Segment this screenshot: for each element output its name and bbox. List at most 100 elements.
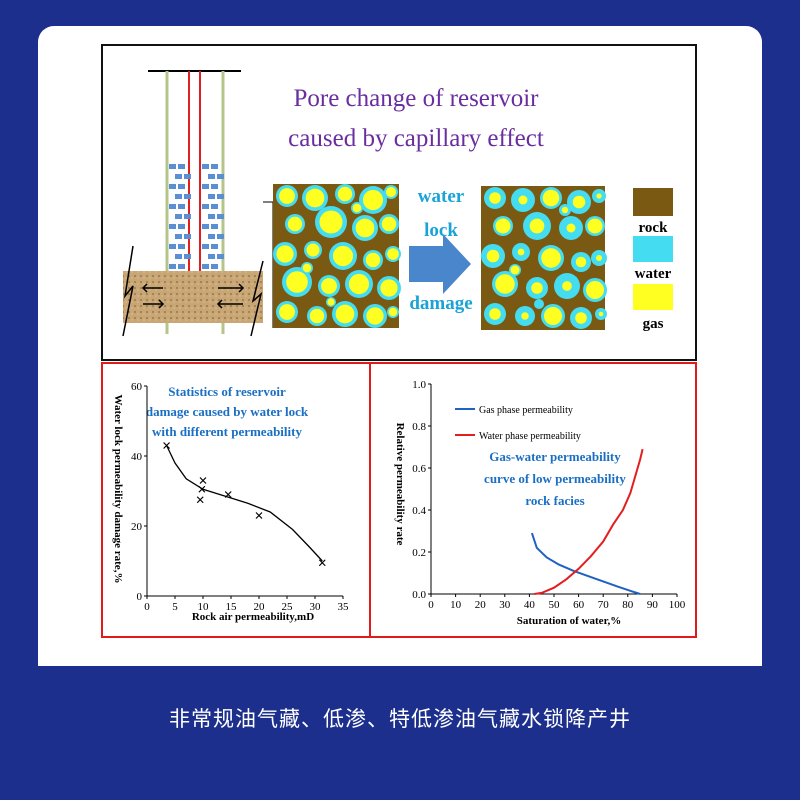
- y-tick-label: 0.0: [412, 589, 426, 601]
- pore-title-line1: Pore change of reservoir: [293, 85, 539, 112]
- gas-bubble: [561, 206, 569, 214]
- gas-bubble: [279, 188, 295, 204]
- chart2-ylabel: Relative permeability rate: [394, 423, 406, 546]
- gas-bubble: [332, 245, 354, 267]
- gas-bubble: [381, 216, 397, 232]
- chart1-title-line2: damage caused by water lock: [146, 404, 309, 419]
- gas-bubble: [596, 255, 602, 261]
- x-tick-label: 70: [598, 599, 610, 611]
- gas-bubble: [355, 218, 375, 238]
- brick: [208, 254, 215, 259]
- gas-bubble: [286, 271, 308, 293]
- brick: [208, 194, 215, 199]
- footer-banner: 非常规油气藏、低渗、特低渗油气藏水锁降产井: [38, 666, 762, 776]
- brick: [211, 164, 218, 169]
- data-point-x-marker: [199, 477, 207, 484]
- damage-trend-line: [166, 445, 323, 562]
- y-tick-label: 40: [131, 451, 143, 463]
- gas-bubble: [302, 263, 312, 273]
- pores-before: [273, 184, 401, 328]
- x-tick-label: 0: [144, 601, 150, 613]
- gas-bubble: [486, 249, 500, 263]
- x-tick-label: 80: [622, 599, 634, 611]
- brick: [202, 244, 209, 249]
- brick: [211, 204, 218, 209]
- gas-bubble: [388, 307, 398, 317]
- brick: [202, 204, 209, 209]
- brick: [169, 204, 176, 209]
- gas-bubble: [542, 189, 560, 207]
- x-tick-label: 100: [669, 599, 686, 611]
- gas-bubble: [319, 210, 343, 234]
- gas-bubble: [529, 218, 545, 234]
- x-tick-label: 20: [254, 601, 266, 613]
- gas-bubble: [366, 307, 384, 325]
- y-tick-label: 0: [137, 591, 143, 603]
- x-tick-label: 10: [198, 601, 210, 613]
- data-point-x-marker: [196, 496, 204, 504]
- x-tick-label: 5: [172, 601, 178, 613]
- gas-bubble: [337, 186, 353, 202]
- brick: [217, 174, 224, 179]
- brick: [208, 214, 215, 219]
- brick: [217, 214, 224, 219]
- gas-bubble: [598, 311, 604, 317]
- gas-bubble: [327, 298, 335, 306]
- brick: [178, 224, 185, 229]
- brick: [175, 174, 182, 179]
- legend-swatch-gas: [633, 284, 673, 310]
- x-tick-label: 25: [282, 601, 294, 613]
- brick: [202, 184, 209, 189]
- pore-legend: rock water gas: [633, 188, 673, 332]
- data-point-x-marker: [224, 491, 232, 498]
- y-tick-label: 1.0: [412, 379, 426, 391]
- brick: [184, 174, 191, 179]
- brick: [175, 214, 182, 219]
- data-point-x-marker: [198, 485, 206, 493]
- pores-after: [481, 187, 607, 329]
- brick: [184, 214, 191, 219]
- legend-label-gas: gas: [643, 316, 664, 332]
- gas-bubble: [348, 273, 370, 295]
- gas-bubble: [489, 192, 501, 204]
- gas-bubble: [586, 281, 604, 299]
- brick: [184, 194, 191, 199]
- brick: [208, 174, 215, 179]
- gas-bubble: [518, 195, 528, 205]
- brick: [178, 244, 185, 249]
- x-tick-label: 50: [549, 599, 561, 611]
- water-pore: [534, 299, 544, 309]
- brick: [175, 194, 182, 199]
- legend-label-water: water: [635, 266, 672, 282]
- chart1-xlabel: Rock air permeability,mD: [192, 611, 314, 623]
- gas-bubble: [517, 248, 525, 256]
- legend-swatch-water: [633, 236, 673, 262]
- gas-bubble: [489, 308, 501, 320]
- x-tick-label: 10: [450, 599, 462, 611]
- y-tick-label: 0.6: [412, 463, 426, 475]
- gas-bubble: [531, 282, 543, 294]
- brick: [175, 254, 182, 259]
- brick: [211, 244, 218, 249]
- gas-bubble: [352, 203, 362, 213]
- brick: [169, 244, 176, 249]
- y-tick-label: 0.8: [412, 421, 426, 433]
- charts-panel: Statistics of reservoir damage caused by…: [101, 362, 697, 638]
- brick: [217, 194, 224, 199]
- gas-bubble: [365, 252, 381, 268]
- data-point-x-marker: [318, 559, 326, 567]
- x-tick-label: 35: [338, 601, 350, 613]
- gas-bubble: [362, 189, 384, 211]
- footer-caption: 非常规油气藏、低渗、特低渗油气藏水锁降产井: [169, 707, 631, 731]
- brick: [211, 184, 218, 189]
- brick: [184, 254, 191, 259]
- brick: [211, 224, 218, 229]
- chart-divider: [369, 362, 371, 638]
- chart2-title-line2: curve of low permeability: [484, 471, 626, 486]
- wellbore-diagram: [122, 70, 274, 337]
- water-phase-curve: [534, 448, 644, 595]
- brick: [202, 164, 209, 169]
- brick: [208, 234, 215, 239]
- charts-svg: Statistics of reservoir damage caused by…: [112, 379, 686, 627]
- brick: [169, 224, 176, 229]
